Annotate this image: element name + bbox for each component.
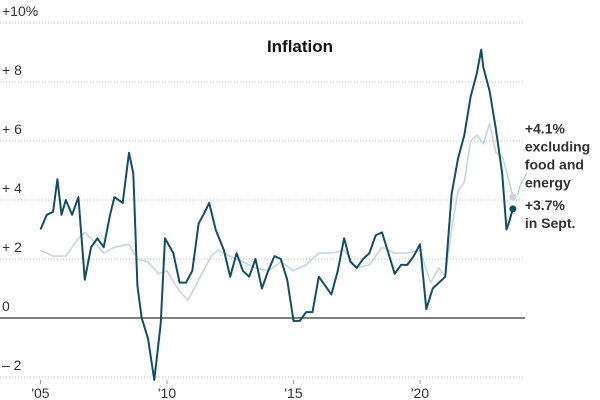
chart-title: Inflation xyxy=(267,37,333,56)
line xyxy=(39,48,514,381)
y-tick-label: + 4 xyxy=(2,180,22,196)
end-dot xyxy=(509,205,517,213)
y-tick-label: + 6 xyxy=(2,121,22,137)
x-tick-label: '10 xyxy=(158,385,176,400)
x-tick-label: '15 xyxy=(284,385,302,400)
y-tick-label: – 2 xyxy=(2,357,22,373)
annotation: energy xyxy=(525,175,571,191)
y-tick-label: + 2 xyxy=(2,239,22,255)
annotation: excluding xyxy=(525,139,590,155)
y-tick-label: 0 xyxy=(2,298,10,314)
line xyxy=(40,122,514,302)
annotation: food and xyxy=(525,157,584,173)
annotation: +4.1% xyxy=(525,121,566,137)
annotation: +3.7% xyxy=(525,197,566,213)
end-dot xyxy=(509,193,517,201)
annotation-leader xyxy=(517,173,528,196)
y-tick-label: +10% xyxy=(2,3,38,19)
x-tick-label: '05 xyxy=(31,385,49,400)
annotation: in Sept. xyxy=(525,215,576,231)
y-tick-label: + 8 xyxy=(2,62,22,78)
x-tick-label: '20 xyxy=(411,385,429,400)
